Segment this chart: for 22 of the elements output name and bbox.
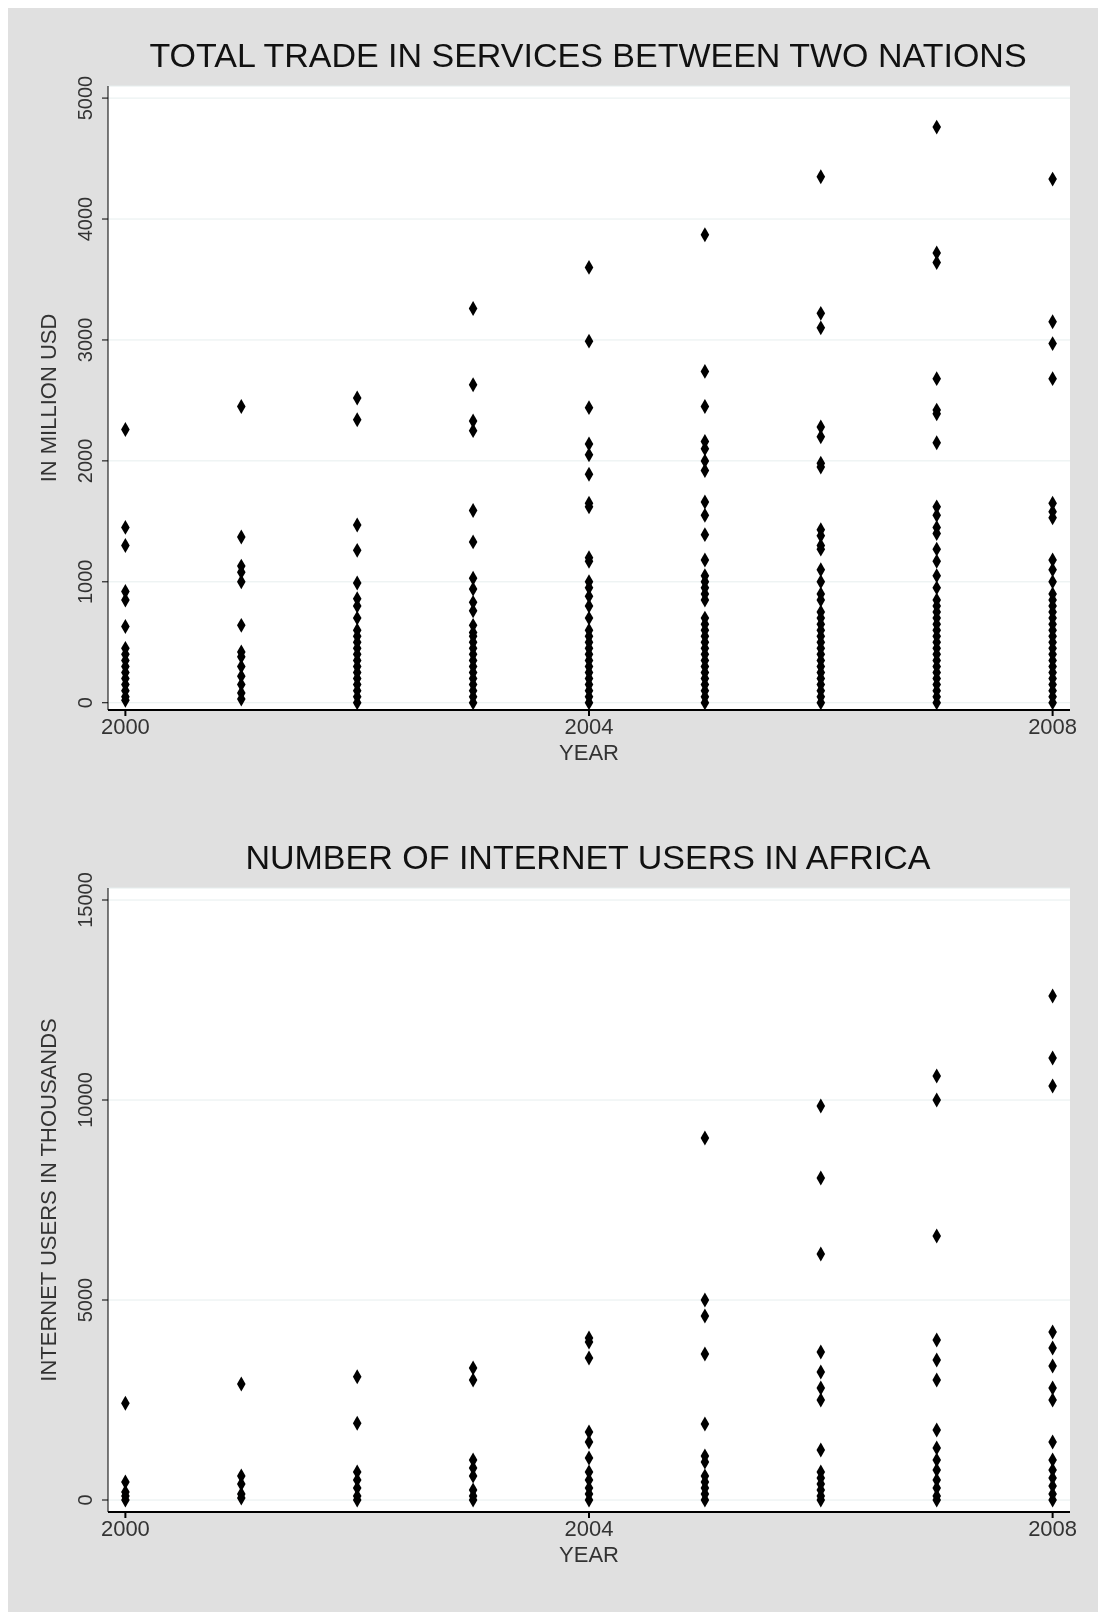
x-tick-label: 2004 — [564, 713, 614, 739]
y-tick-label: 2000 — [74, 438, 96, 484]
y-tick-label: 3000 — [74, 317, 96, 363]
y-tick-label: 15000 — [74, 872, 96, 928]
y-axis-title: INTERNET USERS IN THOUSANDS — [35, 1018, 61, 1382]
y-tick-label: 1000 — [74, 559, 96, 605]
x-tick-label: 2004 — [564, 1515, 614, 1541]
y-tick-label: 0 — [74, 697, 96, 709]
y-tick-label: 5000 — [74, 75, 96, 121]
y-axis-title: IN MILLION USD — [35, 313, 61, 483]
x-tick-label: 2000 — [100, 713, 150, 739]
chart-title: NUMBER OF INTERNET USERS IN AFRICA — [245, 838, 931, 876]
x-tick-label: 2008 — [1028, 713, 1078, 739]
y-tick-label: 0 — [74, 1494, 96, 1506]
x-axis-title: YEAR — [559, 740, 619, 765]
x-axis-title: YEAR — [559, 1542, 619, 1567]
y-tick-label: 5000 — [74, 1277, 96, 1323]
x-tick-label: 2000 — [100, 1515, 150, 1541]
y-tick-label: 4000 — [74, 196, 96, 242]
chart-title: TOTAL TRADE IN SERVICES BETWEEN TWO NATIONS — [148, 36, 1028, 75]
y-tick-label: 10000 — [74, 1072, 96, 1128]
x-tick-label: 2008 — [1028, 1515, 1078, 1541]
